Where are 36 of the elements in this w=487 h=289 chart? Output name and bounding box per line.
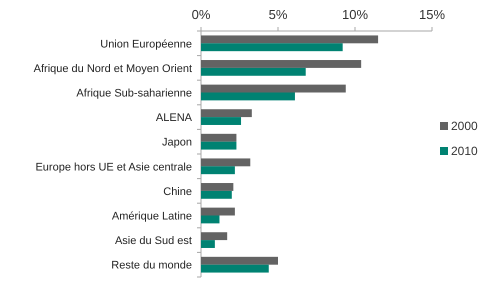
y-tick-label: Union Européenne — [100, 38, 192, 50]
y-tick-label: Reste du monde — [111, 260, 192, 272]
bar — [201, 68, 306, 76]
bar — [201, 117, 242, 125]
bar — [201, 240, 215, 248]
bar — [201, 43, 343, 52]
bar — [201, 142, 236, 150]
bar — [201, 158, 250, 166]
bar — [201, 256, 278, 265]
x-tick-label: 15% — [418, 7, 446, 22]
bar — [201, 109, 252, 118]
legend-label: 2000 — [451, 119, 478, 133]
bar — [201, 190, 232, 199]
bar — [201, 84, 346, 92]
y-tick-label: Europe hors UE et Asie centrale — [35, 161, 192, 174]
y-tick-label: Japon — [162, 136, 192, 149]
x-tick-label: 0% — [192, 7, 211, 22]
bar — [201, 208, 235, 216]
y-tick-label: ALENA — [156, 112, 193, 124]
bar — [201, 232, 228, 240]
y-tick-label: Asie du Sud est — [114, 235, 192, 248]
y-tick-label: Afrique du Nord et Moyen Orient — [34, 62, 192, 75]
x-tick-label: 5% — [268, 7, 288, 22]
bar — [201, 166, 235, 174]
bar — [201, 183, 234, 191]
bar — [201, 216, 220, 224]
bar — [201, 134, 236, 142]
x-tick-label: 10% — [342, 7, 368, 22]
bar — [201, 35, 378, 44]
y-tick-label: Amérique Latine — [112, 210, 192, 222]
bar — [201, 264, 269, 273]
bar — [201, 92, 295, 100]
bar — [201, 60, 362, 68]
legend-label: 2010 — [451, 144, 478, 158]
y-tick-label: Afrique Sub-saharienne — [76, 88, 192, 100]
y-tick-label: Chine — [163, 186, 192, 198]
